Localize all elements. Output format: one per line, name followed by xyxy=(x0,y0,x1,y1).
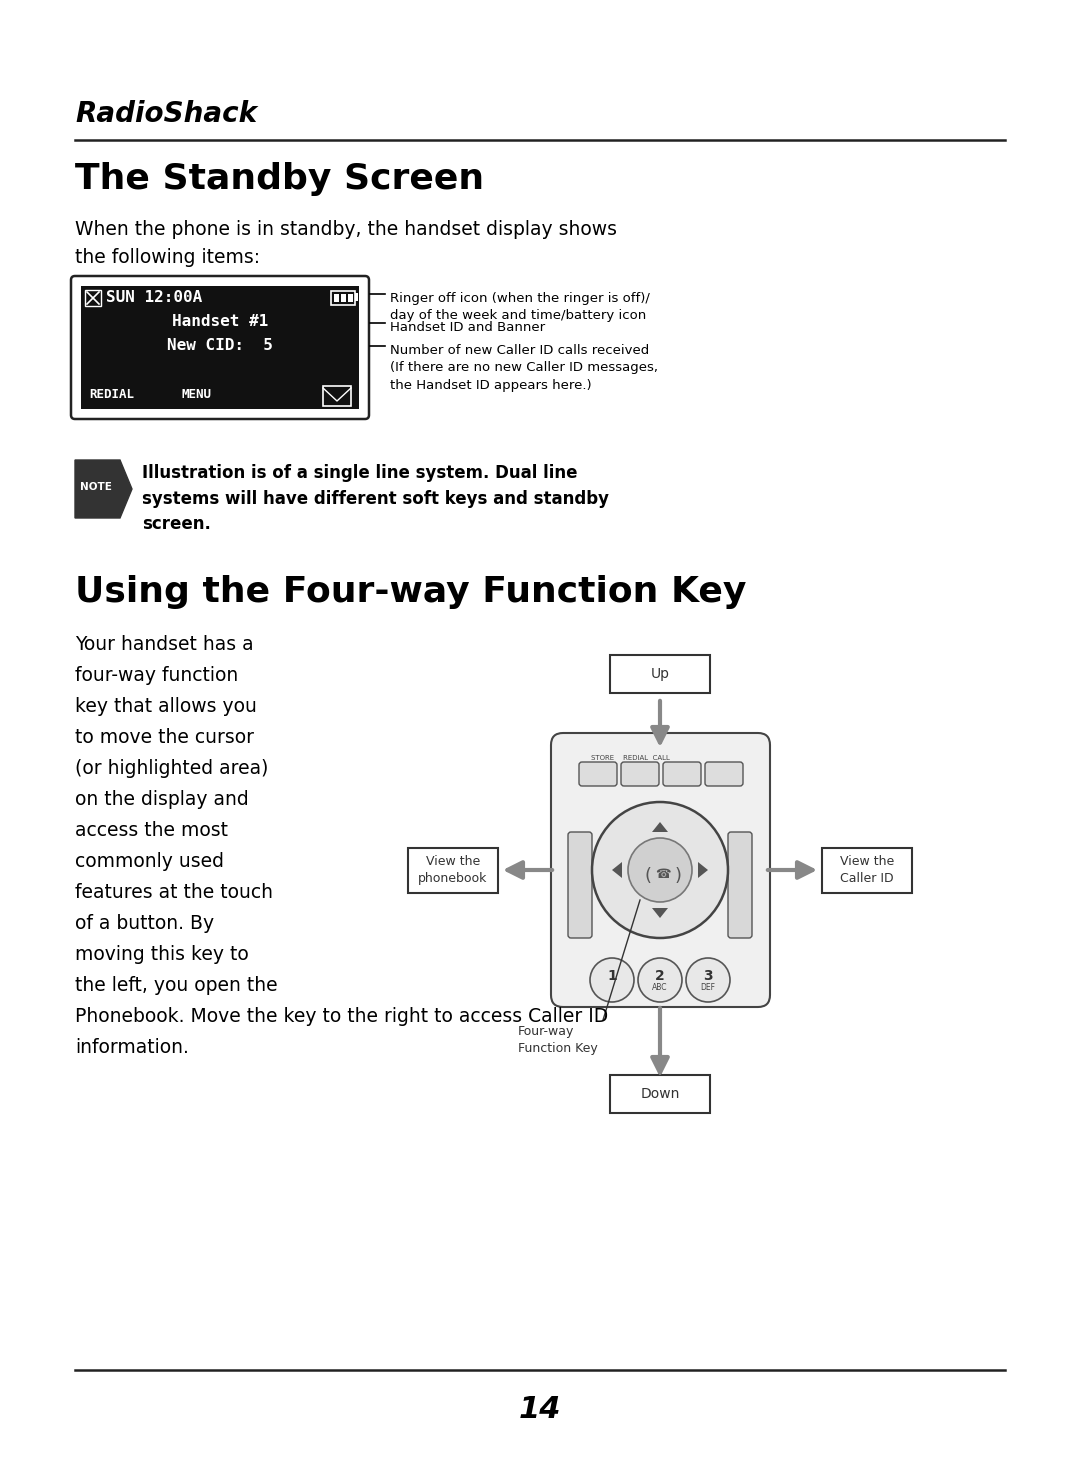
Text: four-way function: four-way function xyxy=(75,666,239,685)
Text: Your handset has a: Your handset has a xyxy=(75,635,254,654)
Text: the left, you open the: the left, you open the xyxy=(75,976,278,995)
Bar xyxy=(355,294,357,301)
FancyBboxPatch shape xyxy=(579,762,617,787)
Text: RadioShack: RadioShack xyxy=(75,100,257,128)
Text: The Standby Screen: The Standby Screen xyxy=(75,162,484,196)
Text: Illustration is of a single line system. Dual line
systems will have different s: Illustration is of a single line system.… xyxy=(141,463,609,533)
Text: ABC: ABC xyxy=(652,983,667,992)
FancyBboxPatch shape xyxy=(71,276,369,419)
Text: Up: Up xyxy=(650,667,670,680)
Text: STORE    REDIAL  CALL: STORE REDIAL CALL xyxy=(591,756,670,762)
Text: When the phone is in standby, the handset display shows: When the phone is in standby, the handse… xyxy=(75,220,617,239)
Text: New CID:  5: New CID: 5 xyxy=(167,338,273,353)
Text: Down: Down xyxy=(640,1086,679,1101)
Text: key that allows you: key that allows you xyxy=(75,697,257,716)
Text: (or highlighted area): (or highlighted area) xyxy=(75,759,268,778)
Text: ☎: ☎ xyxy=(656,868,671,881)
Polygon shape xyxy=(698,862,708,878)
Bar xyxy=(81,382,359,409)
Bar xyxy=(341,294,346,303)
FancyBboxPatch shape xyxy=(551,734,770,1007)
Ellipse shape xyxy=(627,838,692,902)
Text: 14: 14 xyxy=(518,1395,562,1424)
Ellipse shape xyxy=(590,958,634,1002)
Polygon shape xyxy=(652,908,669,918)
Text: SUN 12:00A: SUN 12:00A xyxy=(106,289,202,306)
FancyBboxPatch shape xyxy=(728,832,752,939)
Text: View the
Caller ID: View the Caller ID xyxy=(840,855,894,886)
Polygon shape xyxy=(612,862,622,878)
Text: 3: 3 xyxy=(703,970,713,983)
Text: of a button. By: of a button. By xyxy=(75,914,214,933)
Text: moving this key to: moving this key to xyxy=(75,945,248,964)
Bar xyxy=(610,655,710,694)
FancyBboxPatch shape xyxy=(705,762,743,787)
Text: Handset #1: Handset #1 xyxy=(172,314,268,329)
Text: Using the Four-way Function Key: Using the Four-way Function Key xyxy=(75,576,746,610)
Text: Ringer off icon (when the ringer is off)/
day of the week and time/battery icon: Ringer off icon (when the ringer is off)… xyxy=(390,292,650,322)
Text: REDIAL: REDIAL xyxy=(89,388,134,401)
Text: features at the touch: features at the touch xyxy=(75,883,273,902)
Bar xyxy=(330,291,355,306)
Text: to move the cursor: to move the cursor xyxy=(75,728,254,747)
Text: information.: information. xyxy=(75,1038,189,1057)
Ellipse shape xyxy=(686,958,730,1002)
Text: on the display and: on the display and xyxy=(75,790,248,809)
Text: access the most: access the most xyxy=(75,821,228,840)
Text: NOTE: NOTE xyxy=(80,483,112,492)
Bar xyxy=(334,294,339,303)
Text: ): ) xyxy=(675,866,681,886)
Text: View the
phonebook: View the phonebook xyxy=(418,855,488,886)
Polygon shape xyxy=(652,822,669,832)
Text: Four-way
Function Key: Four-way Function Key xyxy=(518,1024,597,1055)
FancyBboxPatch shape xyxy=(621,762,659,787)
Bar xyxy=(822,849,912,893)
Text: Number of new Caller ID calls received
(If there are no new Caller ID messages,
: Number of new Caller ID calls received (… xyxy=(390,344,658,393)
Polygon shape xyxy=(75,461,132,518)
Ellipse shape xyxy=(638,958,681,1002)
Text: 2: 2 xyxy=(656,970,665,983)
FancyBboxPatch shape xyxy=(568,832,592,939)
FancyBboxPatch shape xyxy=(663,762,701,787)
Bar xyxy=(85,289,102,306)
Bar xyxy=(408,849,498,893)
Text: MENU: MENU xyxy=(181,388,211,401)
Text: DEF: DEF xyxy=(701,983,715,992)
Bar xyxy=(348,294,353,303)
Text: (: ( xyxy=(645,866,651,886)
Bar xyxy=(81,286,359,382)
Text: Phonebook. Move the key to the right to access Caller ID: Phonebook. Move the key to the right to … xyxy=(75,1007,608,1026)
Text: the following items:: the following items: xyxy=(75,248,260,267)
Bar xyxy=(323,387,351,406)
Bar xyxy=(610,1075,710,1113)
Text: Handset ID and Banner: Handset ID and Banner xyxy=(390,320,545,334)
Text: 1: 1 xyxy=(607,970,617,983)
Ellipse shape xyxy=(592,801,728,939)
Text: commonly used: commonly used xyxy=(75,852,224,871)
